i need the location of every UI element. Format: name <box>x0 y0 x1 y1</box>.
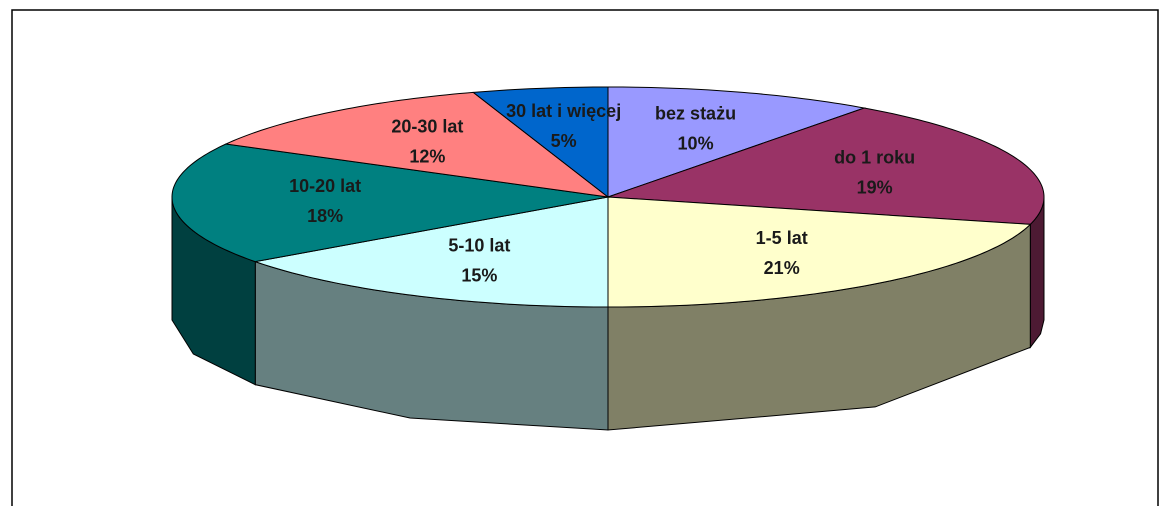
slice-value-label: 5% <box>551 131 577 151</box>
pie-slice <box>607 107 1045 225</box>
slice-value-label: 10% <box>678 134 714 154</box>
pie-slice <box>607 196 1032 308</box>
pie-slice <box>224 91 610 198</box>
slice-label: do 1 roku <box>834 148 915 168</box>
pie-slice <box>471 86 609 199</box>
slice-value-label: 21% <box>764 258 800 278</box>
slice-value-label: 18% <box>307 206 343 226</box>
pie-slice <box>253 196 609 308</box>
slice-label: bez stażu <box>655 104 736 124</box>
slice-label: 30 lat i więcej <box>506 101 621 121</box>
slice-value-label: 19% <box>857 178 893 198</box>
slice-label: 5-10 lat <box>448 235 510 255</box>
slice-label: 1-5 lat <box>756 228 808 248</box>
slice-label: 20-30 lat <box>391 117 463 137</box>
pie-slice <box>171 143 609 263</box>
slice-value-label: 15% <box>461 265 497 285</box>
pie-slice <box>607 86 867 198</box>
chart-frame <box>11 9 1159 506</box>
slice-label: 10-20 lat <box>289 176 361 196</box>
slice-value-label: 12% <box>409 147 445 167</box>
